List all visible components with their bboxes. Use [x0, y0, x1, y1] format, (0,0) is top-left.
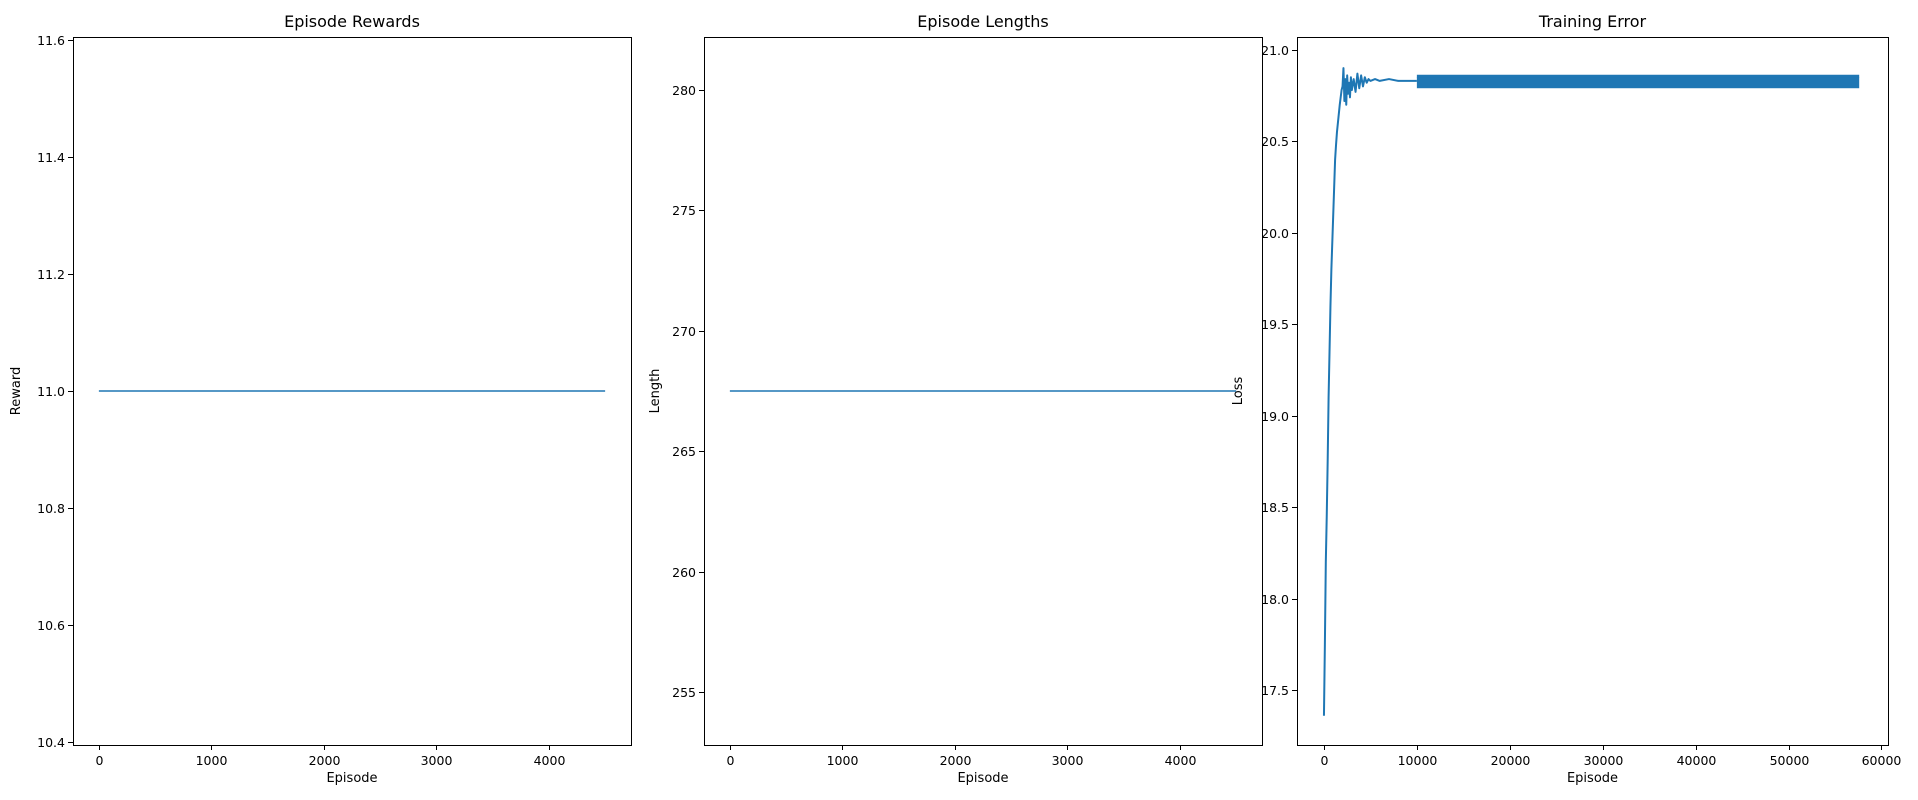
y-tick-label: 265 [672, 444, 696, 459]
x-tick-label: 20000 [1491, 753, 1531, 768]
chart-title: Episode Lengths [917, 12, 1048, 31]
series-line-1 [1322, 67, 1417, 716]
chart-title: Training Error [1538, 12, 1647, 31]
x-tick-label: 3000 [1052, 753, 1084, 768]
y-tick-label: 10.8 [37, 501, 65, 516]
y-tick-label: 11.0 [37, 384, 65, 399]
loss-band [1416, 77, 1860, 89]
y-tick-label: 19.0 [1261, 409, 1289, 424]
y-tick-label: 270 [672, 324, 696, 339]
y-tick-label: 19.5 [1261, 317, 1289, 332]
x-tick-label: 30000 [1584, 753, 1624, 768]
chart-title: Episode Rewards [284, 12, 420, 31]
y-tick-label: 11.4 [37, 150, 65, 165]
x-tick-label: 2000 [309, 753, 341, 768]
x-tick-label: 0 [727, 753, 735, 768]
x-axis-label: Episode [326, 771, 377, 786]
x-tick-label: 40000 [1677, 753, 1717, 768]
subplot-grid: Episode Rewards 0 1000 2000 3000 4000 10.4 10.6… [9, 12, 1901, 786]
y-tick-label: 20.0 [1261, 226, 1289, 241]
y-tick-label: 18.5 [1261, 500, 1289, 515]
y-tick-label: 11.6 [37, 33, 65, 48]
y-axis-label: Reward [9, 367, 24, 415]
x-tick-label: 60000 [1862, 753, 1902, 768]
y-tick-label: 275 [672, 203, 696, 218]
x-tick-label: 1000 [196, 753, 228, 768]
y-tick-label: 11.2 [37, 267, 65, 282]
y-tick-label: 20.5 [1261, 134, 1289, 149]
y-tick-label: 17.5 [1261, 683, 1289, 698]
x-tick-label: 50000 [1770, 753, 1810, 768]
plot-area [1322, 67, 1860, 716]
axes-frame [73, 37, 632, 746]
x-tick-label: 0 [96, 753, 104, 768]
subplot-1: Episode Rewards 0 1000 2000 3000 4000 10.4 10.6… [9, 12, 632, 786]
x-axis-label: Episode [1567, 771, 1618, 786]
y-tick-label: 280 [672, 83, 696, 98]
y-tick-label: 10.4 [37, 735, 65, 750]
y-axis-label: Loss [1231, 377, 1246, 406]
x-tick-label: 0 [1321, 753, 1329, 768]
axes-frame [1297, 37, 1889, 746]
y-tick-label: 21.0 [1261, 43, 1289, 58]
y-tick-label: 260 [672, 565, 696, 580]
x-tick-label: 4000 [534, 753, 566, 768]
x-tick-label: 4000 [1165, 753, 1197, 768]
x-axis-label: Episode [957, 771, 1008, 786]
x-tick-label: 1000 [827, 753, 859, 768]
subplot-2: Episode Lengths 0 1000 2000 3000 4000 255 260 26… [648, 12, 1263, 786]
axes-frame [704, 37, 1263, 746]
y-tick-label: 10.6 [37, 618, 65, 633]
subplot-3: Training Error 0 10000 20000 30000 40000 50000… [1231, 12, 1901, 786]
x-tick-label: 3000 [421, 753, 453, 768]
y-axis-label: Length [648, 369, 663, 414]
y-tick-label: 255 [672, 685, 696, 700]
x-tick-label: 2000 [940, 753, 972, 768]
x-tick-label: 10000 [1398, 753, 1438, 768]
y-tick-label: 18.0 [1261, 592, 1289, 607]
